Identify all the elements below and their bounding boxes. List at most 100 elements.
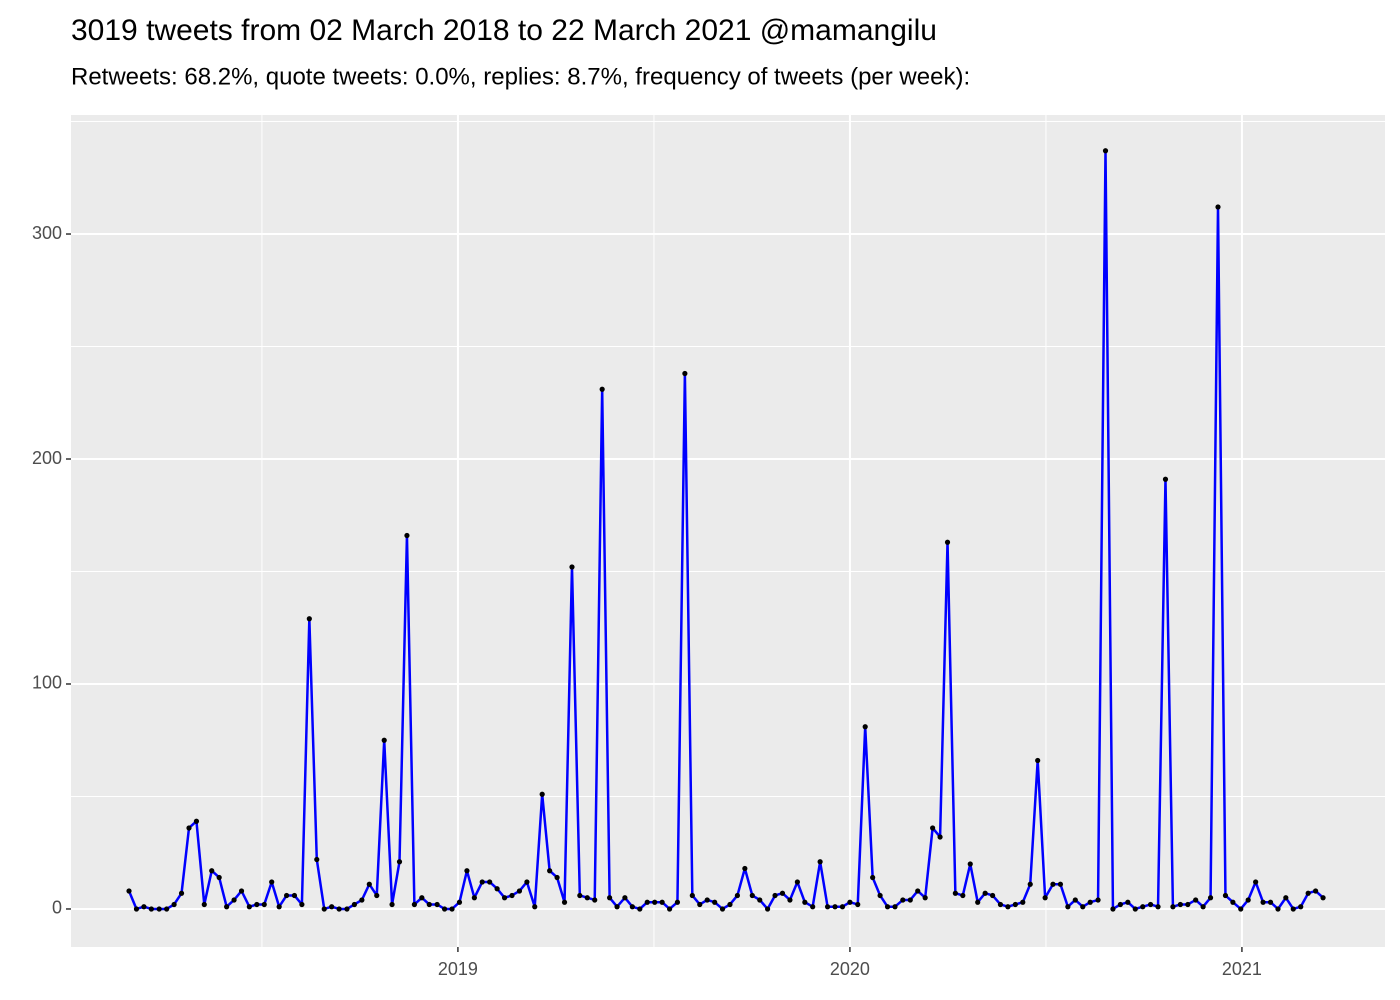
data-point — [922, 895, 928, 901]
data-point — [652, 899, 658, 905]
data-point — [164, 906, 170, 912]
data-point — [411, 901, 417, 908]
data-point — [359, 897, 365, 903]
data-point — [1200, 904, 1206, 910]
data-point — [847, 899, 853, 905]
data-point — [689, 892, 695, 899]
data-point — [772, 892, 778, 899]
data-point — [629, 904, 635, 910]
data-point — [1207, 895, 1214, 901]
data-point — [516, 888, 523, 894]
data-point — [982, 890, 988, 896]
data-point — [592, 897, 598, 903]
data-point — [764, 906, 771, 912]
data-point — [554, 874, 560, 881]
data-point — [682, 370, 688, 377]
data-point — [1275, 906, 1281, 912]
data-point — [148, 906, 154, 912]
data-point — [712, 899, 718, 905]
data-point — [201, 901, 207, 908]
data-point — [224, 904, 230, 910]
data-point — [577, 892, 583, 899]
data-point — [622, 895, 628, 901]
data-point — [952, 890, 958, 896]
data-point — [1222, 892, 1229, 899]
data-point — [434, 901, 440, 908]
y-tick-label: 0 — [52, 898, 62, 918]
data-point — [1298, 904, 1304, 910]
data-point — [216, 874, 222, 881]
data-point — [464, 868, 470, 874]
data-point — [254, 901, 260, 908]
data-point — [930, 825, 936, 831]
data-point — [960, 892, 966, 899]
data-point — [193, 818, 200, 824]
data-point — [810, 904, 816, 910]
data-point — [884, 904, 891, 910]
data-point — [479, 879, 485, 885]
data-point — [171, 901, 177, 908]
data-point — [1193, 897, 1199, 903]
data-point — [449, 906, 455, 912]
data-point — [855, 901, 861, 908]
data-point — [1042, 895, 1048, 901]
data-point — [1065, 904, 1071, 910]
data-point — [1102, 148, 1109, 154]
y-tick-label: 300 — [32, 223, 62, 243]
data-point — [900, 897, 906, 903]
data-point — [389, 901, 395, 908]
data-point — [1245, 897, 1251, 903]
data-point — [1087, 899, 1093, 905]
data-point — [644, 899, 650, 905]
data-point — [404, 532, 410, 539]
chart-title: 3019 tweets from 02 March 2018 to 22 Mar… — [71, 14, 937, 47]
data-point — [366, 881, 372, 887]
data-point — [487, 879, 493, 885]
data-point — [802, 899, 808, 905]
data-point — [742, 865, 748, 872]
y-tick-label: 200 — [32, 448, 62, 468]
data-point — [456, 899, 463, 905]
data-point — [1132, 906, 1138, 912]
data-point — [133, 906, 140, 912]
data-point — [1140, 904, 1146, 910]
data-point — [659, 899, 665, 905]
data-point — [1057, 881, 1064, 887]
data-point — [509, 892, 515, 899]
data-point — [269, 879, 275, 885]
data-point — [1267, 899, 1274, 905]
data-point — [607, 895, 613, 901]
data-point — [1230, 899, 1236, 905]
data-point — [156, 906, 162, 912]
data-point — [817, 859, 823, 865]
data-point — [1238, 906, 1244, 912]
data-point — [539, 791, 545, 797]
data-point — [990, 892, 996, 899]
data-point — [734, 892, 741, 899]
data-point — [1170, 904, 1176, 910]
data-point — [1005, 904, 1011, 910]
data-point — [501, 895, 508, 901]
chart-subtitle: Retweets: 68.2%, quote tweets: 0.0%, rep… — [71, 63, 970, 90]
data-point — [1162, 476, 1169, 482]
data-point — [186, 825, 192, 831]
data-point — [757, 897, 763, 903]
data-point — [321, 906, 327, 912]
data-point — [862, 724, 868, 730]
data-point — [1035, 757, 1041, 764]
x-tick-label: 2019 — [438, 959, 478, 979]
data-point — [178, 890, 185, 896]
data-point — [561, 899, 568, 905]
data-point — [727, 901, 733, 908]
data-point — [547, 868, 553, 874]
data-point — [915, 888, 921, 894]
data-point — [832, 904, 838, 910]
data-point — [471, 895, 477, 901]
data-point — [1080, 904, 1086, 910]
data-point — [1260, 899, 1266, 905]
data-point — [381, 737, 387, 743]
data-point — [1027, 881, 1033, 887]
data-point — [299, 901, 305, 908]
plot-panel — [71, 115, 1385, 947]
